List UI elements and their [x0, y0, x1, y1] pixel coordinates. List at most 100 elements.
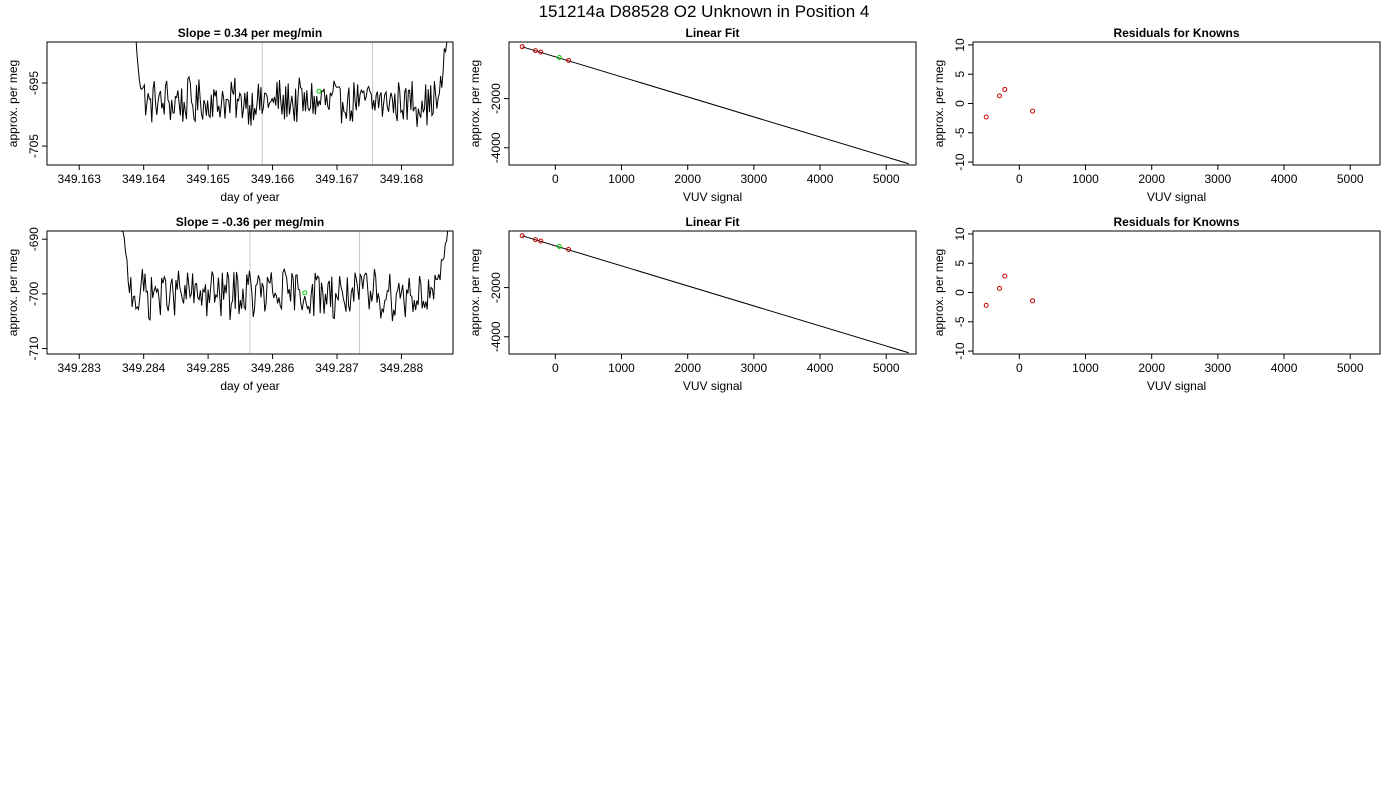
y-tick-label: 0	[953, 100, 967, 107]
plot-area	[121, 231, 450, 354]
known-point	[1002, 86, 1008, 92]
panel-fit-2: Linear Fit 0 1000 2000 3000 4000 5000 -2000 -400…	[468, 215, 917, 393]
panel-resid-2: Residuals for Knowns 0 1000 2000 3000 4000 500…	[932, 215, 1381, 393]
panel-time-1: Slope = 0.34 per meg/min 349.163 349.164 34…	[6, 26, 454, 204]
plot-area	[519, 44, 909, 165]
x-axis-label: day of year	[220, 190, 279, 204]
plot-area	[983, 86, 1036, 120]
panel-title: Slope = -0.36 per meg/min	[176, 215, 324, 229]
known-point	[1030, 108, 1036, 114]
x-tick-label: 3000	[741, 172, 768, 186]
x-tick-label: 349.287	[315, 361, 359, 375]
plot-frame	[508, 41, 917, 166]
known-point	[983, 114, 989, 120]
x-tick-label: 1000	[608, 172, 635, 186]
plot-frame	[972, 230, 1381, 355]
x-tick-label: 349.166	[251, 172, 295, 186]
y-axis-label: approx. per meg	[932, 249, 946, 336]
series-line	[121, 231, 450, 322]
y-tick-label: -4000	[489, 132, 503, 163]
x-tick-label: 2000	[1138, 172, 1165, 186]
y-tick-label: -710	[27, 336, 41, 360]
plot-frame	[508, 230, 917, 355]
known-point	[996, 285, 1002, 291]
known-point	[538, 49, 544, 55]
y-tick-label: -700	[27, 282, 41, 306]
x-tick-label: 4000	[807, 172, 834, 186]
unknown-point	[556, 243, 562, 249]
x-tick-label: 349.164	[122, 172, 166, 186]
y-axis-label: approx. per meg	[468, 60, 482, 147]
x-tick-label: 349.284	[122, 361, 166, 375]
x-tick-label: 1000	[1072, 172, 1099, 186]
known-point	[519, 44, 525, 50]
panel-title: Residuals for Knowns	[1113, 215, 1239, 229]
x-tick-label: 5000	[1337, 172, 1364, 186]
x-tick-label: 349.168	[380, 172, 424, 186]
x-tick-label: 2000	[674, 361, 701, 375]
known-point	[983, 302, 989, 308]
plot-frame	[46, 230, 454, 355]
x-axis-label: VUV signal	[1147, 379, 1206, 393]
x-tick-label: 349.286	[251, 361, 295, 375]
x-tick-label: 0	[552, 361, 559, 375]
x-tick-label: 349.285	[186, 361, 230, 375]
unknown-point	[316, 88, 322, 94]
y-tick-label: -10	[953, 153, 967, 171]
known-point	[519, 233, 525, 239]
y-tick-label: 10	[953, 227, 967, 241]
plot-frame	[46, 41, 454, 166]
x-tick-label: 2000	[674, 172, 701, 186]
y-tick-label: -5	[953, 316, 967, 327]
y-tick-label: 10	[953, 38, 967, 52]
figure-title: 151214a D88528 O2 Unknown in Position 4	[539, 2, 870, 21]
plot-area	[519, 233, 909, 354]
x-axis-label: VUV signal	[683, 379, 742, 393]
plot-frame	[972, 41, 1381, 166]
x-tick-label: 5000	[1337, 361, 1364, 375]
x-tick-label: 4000	[1271, 172, 1298, 186]
known-point	[1002, 273, 1008, 279]
fit-line	[522, 46, 909, 165]
known-point	[566, 246, 572, 252]
panel-title: Residuals for Knowns	[1113, 26, 1239, 40]
x-tick-label: 3000	[1205, 361, 1232, 375]
unknown-point	[302, 290, 308, 296]
x-tick-label: 3000	[741, 361, 768, 375]
y-tick-label: 5	[953, 260, 967, 267]
x-tick-label: 1000	[1072, 361, 1099, 375]
panel-title: Slope = 0.34 per meg/min	[178, 26, 322, 40]
y-tick-label: 5	[953, 71, 967, 78]
x-tick-label: 349.167	[315, 172, 359, 186]
y-tick-label: -690	[27, 227, 41, 251]
y-tick-label: 0	[953, 289, 967, 296]
known-point	[1030, 298, 1036, 304]
fit-line	[522, 235, 909, 354]
x-tick-label: 349.163	[58, 172, 102, 186]
y-tick-label: -695	[27, 71, 41, 95]
panel-title: Linear Fit	[685, 26, 739, 40]
x-axis-label: day of year	[220, 379, 279, 393]
x-tick-label: 1000	[608, 361, 635, 375]
y-tick-label: -705	[27, 134, 41, 158]
y-axis-label: approx. per meg	[6, 60, 20, 147]
x-axis-label: VUV signal	[1147, 190, 1206, 204]
known-point	[532, 237, 538, 243]
x-tick-label: 4000	[1271, 361, 1298, 375]
panel-time-2: Slope = -0.36 per meg/min 349.283 349.284 3…	[6, 215, 454, 393]
x-tick-label: 3000	[1205, 172, 1232, 186]
x-axis-label: VUV signal	[683, 190, 742, 204]
y-tick-label: -4000	[489, 321, 503, 352]
known-point	[996, 93, 1002, 99]
panel-title: Linear Fit	[685, 215, 739, 229]
y-tick-label: -2000	[489, 83, 503, 114]
x-tick-label: 0	[1016, 361, 1023, 375]
x-tick-label: 5000	[873, 361, 900, 375]
y-tick-label: -10	[953, 342, 967, 360]
unknown-point	[556, 54, 562, 60]
y-tick-label: -5	[953, 127, 967, 138]
x-tick-label: 0	[1016, 172, 1023, 186]
known-point	[566, 57, 572, 63]
panel-fit-1: Linear Fit 0 1000 2000 3000 4000 5000 -2000 -400…	[468, 26, 917, 204]
